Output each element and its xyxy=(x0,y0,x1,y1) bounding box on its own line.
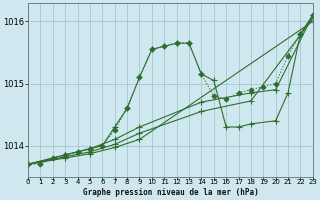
X-axis label: Graphe pression niveau de la mer (hPa): Graphe pression niveau de la mer (hPa) xyxy=(83,188,258,197)
